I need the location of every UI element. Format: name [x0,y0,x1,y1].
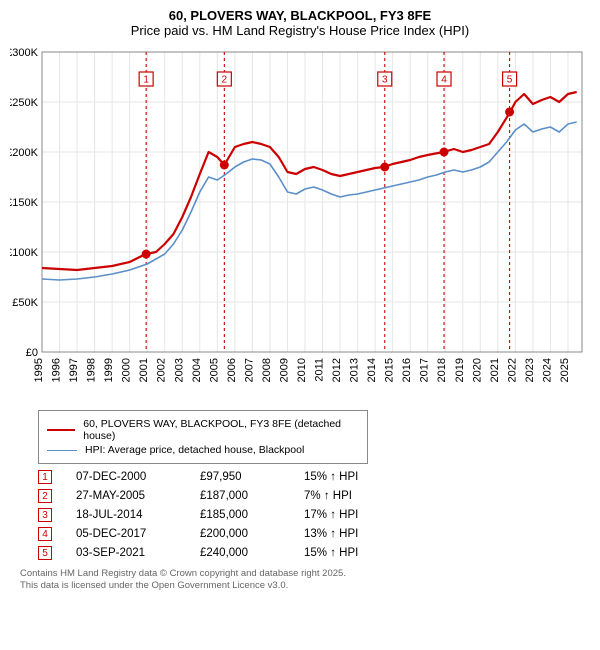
svg-text:2025: 2025 [559,358,571,382]
svg-text:2016: 2016 [401,358,413,382]
transaction-price: £185,000 [200,509,280,521]
footer: Contains HM Land Registry data © Crown c… [20,568,590,593]
svg-text:2003: 2003 [173,358,185,382]
svg-text:2018: 2018 [436,358,448,382]
svg-text:5: 5 [507,75,513,86]
transaction-marker: 3 [38,508,52,522]
title-block: 60, PLOVERS WAY, BLACKPOOL, FY3 8FE Pric… [10,8,590,38]
svg-text:2023: 2023 [524,358,536,382]
legend-swatch [47,429,75,431]
svg-text:1995: 1995 [33,358,45,382]
svg-text:2010: 2010 [296,358,308,382]
svg-text:2015: 2015 [384,358,396,382]
svg-text:2: 2 [222,75,228,86]
footer-line2: This data is licensed under the Open Gov… [20,580,590,592]
svg-text:2007: 2007 [243,358,255,382]
transaction-price: £97,950 [200,471,280,483]
transactions-table: 1 07-DEC-2000 £97,950 15% ↑ HPI 2 27-MAY-2005… [38,470,590,560]
chart-container: 60, PLOVERS WAY, BLACKPOOL, FY3 8FE Pric… [0,0,600,650]
svg-text:4: 4 [441,75,447,86]
svg-text:2009: 2009 [278,358,290,382]
transaction-date: 05-DEC-2017 [76,528,176,540]
transaction-marker: 2 [38,489,52,503]
chart-svg: £0 £50K £100K £150K £200K £250K £300K 1995 1996 1… [10,42,590,402]
svg-text:£250K: £250K [10,97,39,109]
transaction-row: 2 27-MAY-2005 £187,000 7% ↑ HPI [38,489,590,503]
transaction-variance: 7% ↑ HPI [304,490,394,502]
legend-swatch [47,450,77,451]
title-subtitle: Price paid vs. HM Land Registry's House … [10,23,590,38]
svg-text:£300K: £300K [10,47,39,59]
svg-text:2013: 2013 [349,358,361,382]
transaction-row: 4 05-DEC-2017 £200,000 13% ↑ HPI [38,527,590,541]
svg-text:£100K: £100K [10,247,39,259]
transaction-row: 1 07-DEC-2000 £97,950 15% ↑ HPI [38,470,590,484]
transaction-marker: 5 [38,546,52,560]
transaction-row: 5 03-SEP-2021 £240,000 15% ↑ HPI [38,546,590,560]
transaction-price: £240,000 [200,547,280,559]
svg-text:2002: 2002 [156,358,168,382]
svg-text:1999: 1999 [103,358,115,382]
svg-text:1996: 1996 [51,358,63,382]
svg-text:£0: £0 [26,347,38,359]
svg-text:2014: 2014 [366,358,378,382]
legend-row: HPI: Average price, detached house, Blac… [47,444,359,456]
footer-line1: Contains HM Land Registry data © Crown c… [20,568,590,580]
svg-text:2022: 2022 [506,358,518,382]
title-address: 60, PLOVERS WAY, BLACKPOOL, FY3 8FE [10,8,590,23]
transaction-row: 3 18-JUL-2014 £185,000 17% ↑ HPI [38,508,590,522]
transaction-price: £200,000 [200,528,280,540]
svg-text:2005: 2005 [208,358,220,382]
transaction-variance: 17% ↑ HPI [304,509,394,521]
legend-row: 60, PLOVERS WAY, BLACKPOOL, FY3 8FE (det… [47,418,359,442]
svg-text:2004: 2004 [191,358,203,382]
svg-text:3: 3 [382,75,388,86]
legend-label: 60, PLOVERS WAY, BLACKPOOL, FY3 8FE (det… [83,418,359,442]
svg-text:1: 1 [143,75,149,86]
svg-text:2021: 2021 [489,358,501,382]
legend: 60, PLOVERS WAY, BLACKPOOL, FY3 8FE (det… [38,410,368,464]
transaction-date: 03-SEP-2021 [76,547,176,559]
svg-text:2017: 2017 [419,358,431,382]
svg-text:1997: 1997 [68,358,80,382]
svg-text:2000: 2000 [121,358,133,382]
transaction-date: 27-MAY-2005 [76,490,176,502]
svg-text:£200K: £200K [10,147,39,159]
svg-text:£150K: £150K [10,197,39,209]
chart-area: £0 £50K £100K £150K £200K £250K £300K 1995 1996 1… [10,42,590,402]
svg-text:2012: 2012 [331,358,343,382]
svg-text:2020: 2020 [471,358,483,382]
transaction-marker: 1 [38,470,52,484]
legend-label: HPI: Average price, detached house, Blac… [85,444,304,456]
transaction-price: £187,000 [200,490,280,502]
svg-text:2006: 2006 [226,358,238,382]
svg-text:2001: 2001 [138,358,150,382]
svg-text:£50K: £50K [12,297,38,309]
svg-text:2019: 2019 [454,358,466,382]
svg-text:2011: 2011 [314,358,326,382]
transaction-marker: 4 [38,527,52,541]
transaction-variance: 13% ↑ HPI [304,528,394,540]
transaction-date: 07-DEC-2000 [76,471,176,483]
transaction-date: 18-JUL-2014 [76,509,176,521]
svg-text:2024: 2024 [541,358,553,382]
svg-text:2008: 2008 [261,358,273,382]
transaction-variance: 15% ↑ HPI [304,547,394,559]
svg-text:1998: 1998 [86,358,98,382]
transaction-variance: 15% ↑ HPI [304,471,394,483]
